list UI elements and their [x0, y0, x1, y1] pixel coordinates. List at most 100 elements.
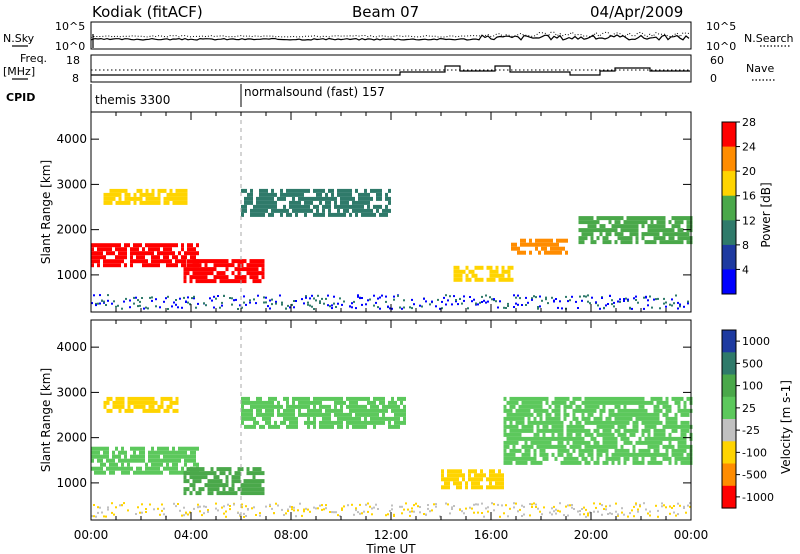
rti-cell — [136, 400, 140, 405]
rti-cell — [453, 469, 456, 474]
y-tick-label: 3000 — [56, 177, 87, 191]
rti-cell — [259, 204, 262, 209]
rti-cell — [241, 208, 244, 213]
ground-scatter-cell — [325, 504, 327, 507]
rti-cell — [184, 192, 188, 197]
rti-cell — [554, 396, 558, 401]
rti-cell — [596, 400, 600, 405]
rti-cell — [611, 420, 615, 425]
rti-cell — [647, 232, 651, 237]
rti-cell — [620, 424, 624, 429]
rti-cell — [542, 432, 546, 437]
rti-cell — [193, 454, 196, 459]
rti-cell — [319, 200, 322, 205]
rti-cell — [216, 259, 220, 264]
rti-cell — [605, 232, 609, 237]
rti-cell — [313, 396, 316, 401]
ground-scatter-cell — [677, 301, 679, 304]
rti-cell — [605, 460, 609, 465]
rti-cell — [587, 224, 591, 229]
rti-cell — [572, 444, 576, 449]
rti-cell — [512, 432, 516, 437]
rti-cell — [286, 208, 289, 213]
ground-scatter-cell — [163, 300, 165, 303]
rti-cell — [388, 420, 391, 425]
rti-cell — [157, 188, 161, 193]
rti-cell — [258, 491, 262, 496]
rti-cell — [124, 450, 127, 455]
ground-scatter-cell — [337, 302, 339, 305]
rti-cell — [671, 436, 675, 441]
ground-scatter-cell — [269, 299, 271, 302]
y-tick-label: 2000 — [56, 223, 87, 237]
ground-scatter-cell — [623, 513, 625, 516]
rti-cell — [195, 479, 199, 484]
ground-scatter-cell — [293, 509, 295, 512]
rti-cell — [103, 470, 106, 475]
rti-cell — [289, 192, 292, 197]
rti-cell — [325, 396, 328, 401]
rti-cell — [240, 259, 244, 264]
ground-scatter-cell — [687, 302, 689, 305]
rti-cell — [133, 192, 137, 197]
rti-cell — [605, 432, 609, 437]
rti-cell — [157, 466, 160, 471]
rti-cell — [671, 420, 675, 425]
ground-scatter-cell — [581, 299, 583, 302]
rti-cell — [668, 436, 672, 441]
rti-cell — [656, 416, 660, 421]
rti-cell — [536, 404, 540, 409]
rti-cell — [498, 481, 501, 486]
rti-cell — [139, 466, 142, 471]
ground-scatter-cell — [295, 515, 297, 518]
rti-cell — [515, 428, 519, 433]
rti-cell — [184, 196, 188, 201]
ground-scatter-cell — [389, 307, 391, 310]
rti-cell — [668, 456, 672, 461]
rti-cell — [204, 475, 208, 480]
ground-scatter-cell — [157, 507, 159, 510]
ground-scatter-cell — [309, 297, 311, 300]
rti-cell — [575, 408, 579, 413]
rti-cell — [325, 404, 328, 409]
rti-cell — [599, 424, 603, 429]
rti-cell — [160, 188, 164, 193]
rti-cell — [243, 491, 247, 496]
rti-cell — [289, 212, 292, 217]
rti-cell — [602, 428, 606, 433]
ground-scatter-cell — [539, 510, 541, 513]
rti-cell — [503, 408, 507, 413]
ground-scatter-cell — [671, 506, 673, 509]
rti-cell — [124, 408, 128, 413]
rti-cell — [659, 400, 663, 405]
rti-cell — [216, 475, 220, 480]
rti-cell — [641, 412, 645, 417]
rti-cell — [668, 404, 672, 409]
rti-cell — [243, 279, 247, 284]
rti-cell — [100, 466, 103, 471]
rti-cell — [189, 467, 193, 472]
rti-cell — [659, 440, 663, 445]
rti-cell — [662, 428, 666, 433]
ground-scatter-cell — [313, 297, 315, 300]
ground-scatter-cell — [275, 300, 277, 303]
rti-cell — [656, 452, 660, 457]
rti-cell — [195, 471, 199, 476]
rti-cell — [611, 440, 615, 445]
rti-cell — [106, 446, 109, 451]
ground-scatter-cell — [201, 514, 203, 517]
rti-cell — [94, 255, 97, 260]
ground-scatter-cell — [119, 504, 121, 507]
rti-cell — [292, 396, 295, 401]
colorbar-swatch — [722, 171, 736, 197]
rti-cell — [352, 424, 355, 429]
rti-cell — [252, 263, 256, 268]
rti-cell — [686, 220, 690, 225]
rti-cell — [219, 491, 223, 496]
rti-cell — [521, 400, 525, 405]
rti-cell — [343, 204, 346, 209]
rti-cell — [517, 246, 520, 251]
ground-scatter-cell — [357, 295, 359, 298]
rti-cell — [659, 236, 663, 241]
